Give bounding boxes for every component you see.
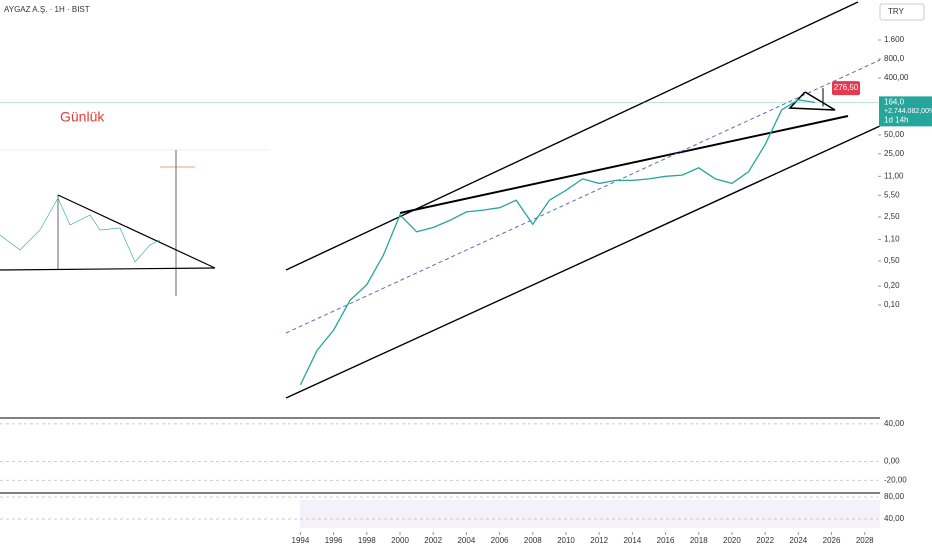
rsi-band <box>300 500 880 528</box>
target-box <box>832 81 860 96</box>
x-tick-label: 2014 <box>623 536 641 545</box>
x-tick-label: 1998 <box>358 536 376 545</box>
x-tick-label: 1994 <box>292 536 310 545</box>
x-tick-label: 1996 <box>325 536 343 545</box>
y-tick-label: 1,10 <box>884 234 900 243</box>
x-tick-label: 2026 <box>823 536 841 545</box>
y-tick-label: 0,50 <box>884 256 900 265</box>
x-tick-label: 2006 <box>491 536 509 545</box>
inset-price <box>0 197 161 263</box>
x-tick-label: 2000 <box>391 536 409 545</box>
chart-title: AYGAZ A.Ş. · 1H · BIST <box>4 5 90 14</box>
last-price-box <box>879 96 932 127</box>
y-tick-label: 1.600 <box>884 35 905 44</box>
x-tick-label: 2024 <box>789 536 807 545</box>
inset-support <box>0 267 216 271</box>
price-line <box>299 99 816 386</box>
y-tick-label: 0,10 <box>884 300 900 309</box>
y-tick-label: 40,00 <box>884 514 905 523</box>
y-tick-label: 50,00 <box>884 130 905 139</box>
y-tick-label: 0,00 <box>884 457 900 466</box>
drawings <box>285 1 881 399</box>
x-tick-label: 2018 <box>690 536 708 545</box>
x-tick-label: 2008 <box>524 536 542 545</box>
currency[interactable]: TRY <box>888 7 905 16</box>
y-tick-label: 11,00 <box>884 171 904 180</box>
x-tick-label: 2010 <box>557 536 575 545</box>
channel-bottom <box>285 125 881 399</box>
target-label: 276,50 <box>834 83 859 92</box>
y-tick-label: -20,00 <box>884 475 907 484</box>
x-tick-label: 2012 <box>590 536 608 545</box>
x-tick-label: 2016 <box>657 536 675 545</box>
y-tick-label: 80,00 <box>884 492 905 501</box>
change-label: +2.744.082,00% <box>884 108 932 115</box>
x-tick-label: 2020 <box>723 536 741 545</box>
inset <box>0 149 270 296</box>
y-tick-label: 0,20 <box>884 281 900 290</box>
trend-line <box>399 115 849 214</box>
x-tick-label: 2028 <box>856 536 874 545</box>
y-tick-label: 800,0 <box>884 54 905 63</box>
x-tick-label: 2022 <box>756 536 774 545</box>
x-tick-label: 2002 <box>424 536 442 545</box>
y-tick-label: 5,50 <box>884 190 900 199</box>
currency-box[interactable] <box>879 3 925 21</box>
y-tick-label: 2,50 <box>884 212 900 221</box>
inset-resistance <box>57 194 216 269</box>
y-tick-label: 25,00 <box>884 149 905 158</box>
y-tick-label: 40,00 <box>884 419 905 428</box>
countdown: 1d 14h <box>884 115 908 124</box>
last-price-label: 164,0 <box>884 97 905 106</box>
channel-top <box>285 1 859 271</box>
x-tick-label: 2004 <box>457 536 475 545</box>
annotation: Günlük <box>60 109 105 125</box>
y-tick-label: 400,00 <box>884 73 909 82</box>
mid-line <box>285 59 881 334</box>
